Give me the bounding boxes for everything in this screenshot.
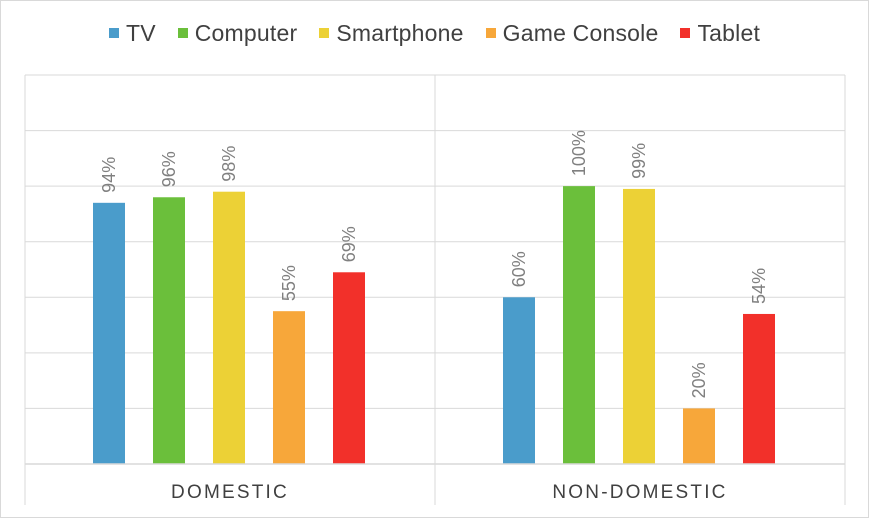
legend-label: TV <box>125 19 156 46</box>
data-label: 54% <box>749 268 769 304</box>
data-label: 96% <box>159 151 179 187</box>
data-label: 60% <box>509 251 529 287</box>
data-label: 94% <box>99 157 119 193</box>
legend-swatch <box>485 28 496 38</box>
bar-smartphone <box>213 191 245 464</box>
legend: TV Computer Smartphone Game Console Tablet <box>0 18 869 48</box>
legend-item: Game Console <box>485 19 659 47</box>
legend-label: Game Console <box>502 19 659 46</box>
legend-swatch <box>108 28 119 38</box>
bar-tablet <box>743 313 775 464</box>
bar-game-console <box>683 408 715 464</box>
legend-item: TV <box>108 19 156 47</box>
category-label: DOMESTIC <box>171 482 289 503</box>
data-label: 20% <box>689 362 709 398</box>
legend-swatch <box>319 28 330 38</box>
legend-label: Computer <box>194 19 298 46</box>
data-label: 99% <box>629 143 649 179</box>
legend-label: Smartphone <box>336 19 464 46</box>
data-label: 69% <box>339 226 359 262</box>
data-label: 100% <box>569 130 589 176</box>
bar-tv <box>503 297 535 464</box>
bar-computer <box>563 186 595 464</box>
bar-game-console <box>273 311 305 464</box>
bar-computer <box>153 197 185 464</box>
legend-item: Tablet <box>680 20 760 47</box>
bar-tv <box>93 202 125 465</box>
legend-label: Tablet <box>697 19 761 46</box>
legend-swatch <box>680 28 691 38</box>
data-label: 55% <box>279 265 299 301</box>
legend-item: Smartphone <box>319 20 463 47</box>
data-label: 98% <box>219 146 239 182</box>
bar-tablet <box>333 272 365 464</box>
legend-item: Computer <box>177 19 298 47</box>
bar-smartphone <box>623 188 655 464</box>
legend-swatch <box>177 28 188 38</box>
category-label: NON-DOMESTIC <box>552 482 727 503</box>
